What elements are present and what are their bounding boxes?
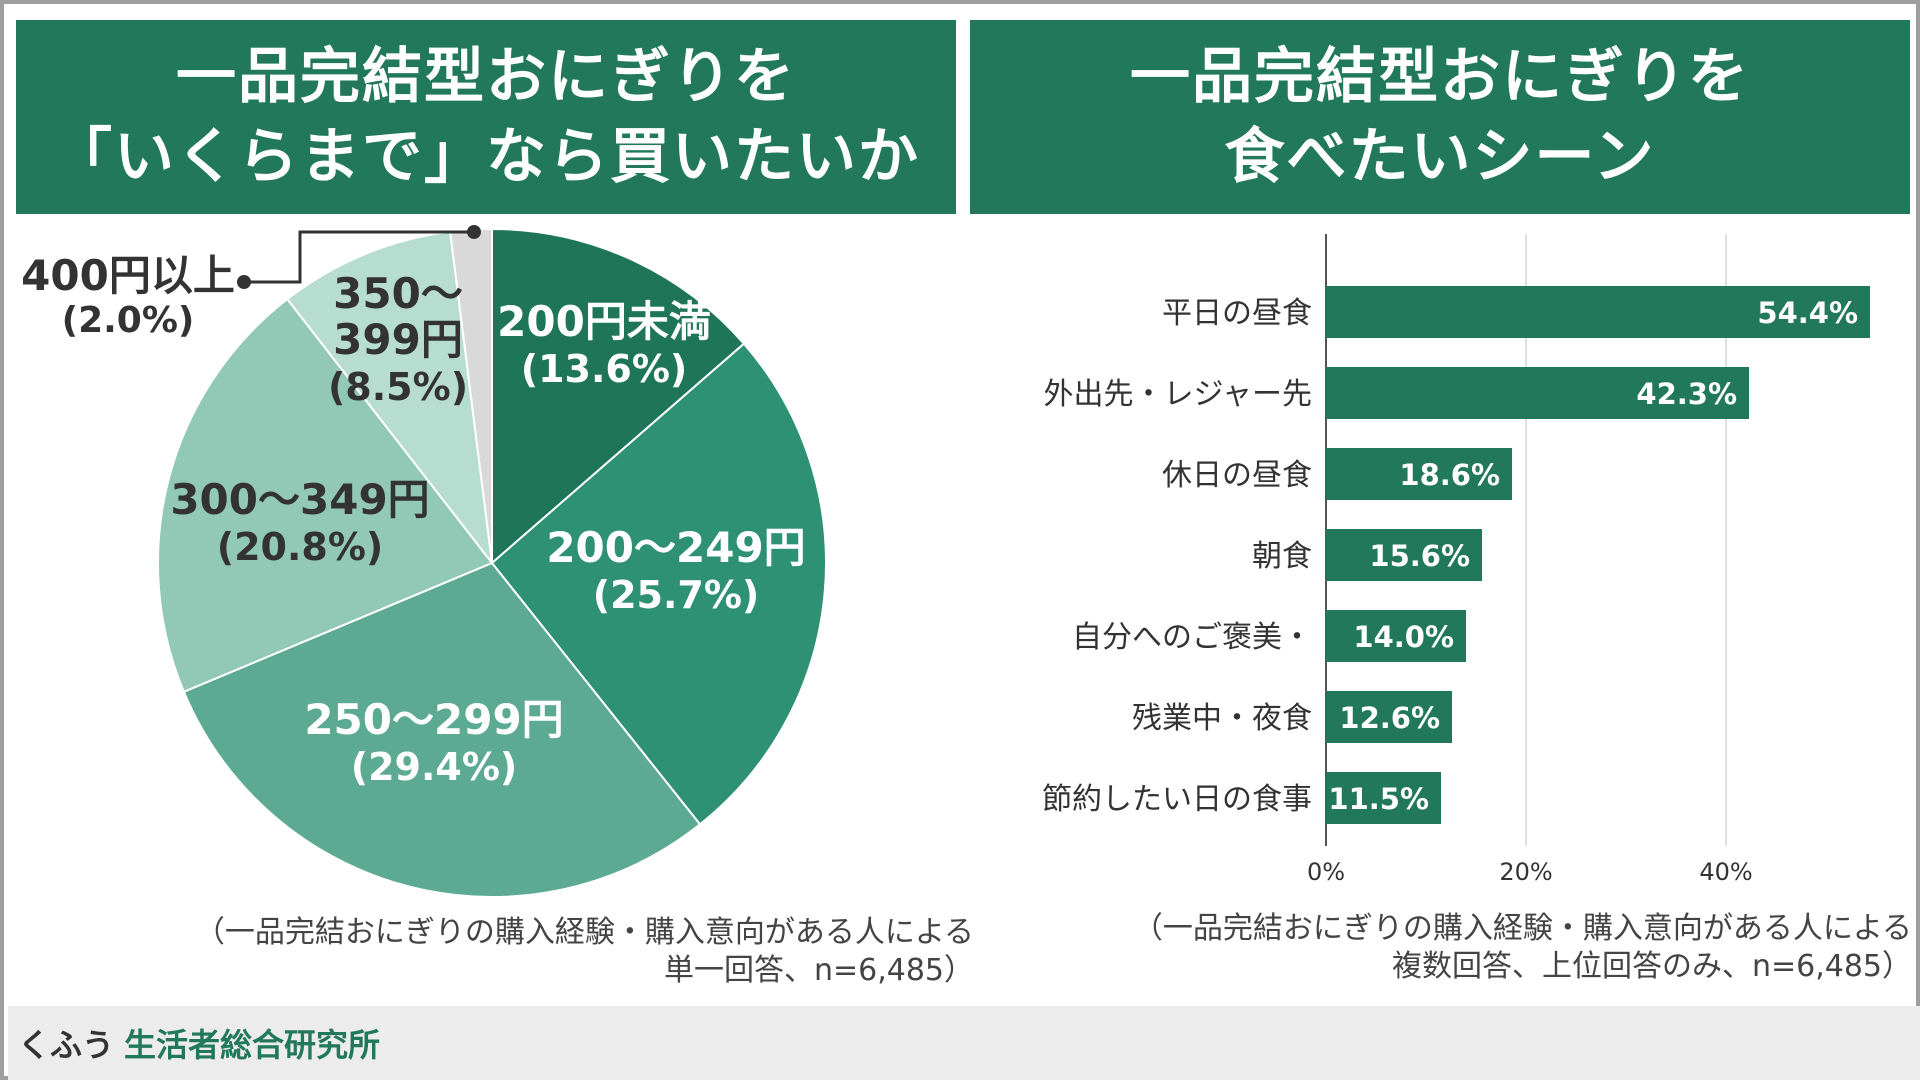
bar-value-label: 18.6% bbox=[1399, 458, 1500, 492]
bar bbox=[1326, 367, 1749, 419]
pie-label: 300〜349円 bbox=[170, 475, 429, 524]
pie-value-label: (20.8%) bbox=[217, 525, 384, 569]
bar-value-label: 12.6% bbox=[1339, 701, 1440, 735]
pie-slice bbox=[491, 227, 746, 566]
category-label: 平日の昼食 bbox=[1162, 296, 1312, 331]
bar-value-label: 54.4% bbox=[1757, 296, 1858, 330]
x-tick-label: 40% bbox=[1699, 858, 1752, 886]
left-note-line2: 単一回答、n=6,485） bbox=[663, 953, 974, 988]
bar-value-label: 11.5% bbox=[1328, 782, 1429, 816]
x-tick-label: 20% bbox=[1499, 858, 1552, 886]
bar bbox=[1326, 286, 1870, 338]
pie-slice bbox=[157, 297, 494, 694]
pie-label: 399円 bbox=[333, 315, 463, 364]
right-title-line2: 食べたいシーン bbox=[1224, 122, 1656, 192]
bar bbox=[1326, 529, 1482, 581]
footer-bar: くふう 生活者総合研究所 bbox=[8, 1006, 1920, 1080]
bar bbox=[1326, 691, 1452, 743]
bar-value-label: 14.0% bbox=[1353, 620, 1454, 654]
pie-value-label: (25.7%) bbox=[593, 573, 760, 617]
pie-label: 400円以上 bbox=[21, 251, 235, 300]
pie-label: 200〜249円 bbox=[546, 523, 805, 572]
brand-name-kufu: くふう bbox=[18, 1026, 115, 1064]
category-label: 外出先・レジャー先 bbox=[1044, 377, 1313, 412]
price-pie-chart: 200円未満(13.6%) 200〜249円(25.7%) 250〜299円(29.… bbox=[21, 225, 827, 898]
pie-slice bbox=[182, 561, 702, 898]
category-label: 残業中・夜食 bbox=[1132, 701, 1312, 736]
left-title-line2: 「いくらまで」なら買いたいか bbox=[52, 122, 920, 192]
left-note-line1: （一品完結おにぎりの購入経験・購入意向がある人による bbox=[194, 915, 974, 950]
x-tick-label: 0% bbox=[1307, 858, 1345, 886]
left-panel-title: 一品完結型おにぎりを 「いくらまで」なら買いたいか bbox=[16, 20, 956, 214]
left-title-line1: 一品完結型おにぎりを bbox=[176, 42, 796, 112]
bar-value-label: 42.3% bbox=[1636, 377, 1737, 411]
scene-bar-chart: 0% 20% 40% 平日の昼食 54.4% 外出先・レジャー先 42.3% 休日の昼食 18.… bbox=[1042, 234, 1870, 886]
pie-label: 200円未満 bbox=[497, 297, 711, 346]
pie-value-label: (2.0%) bbox=[62, 300, 195, 341]
right-note: （一品完結おにぎりの購入経験・購入意向がある人による 複数回答、上位回答のみ、n… bbox=[1072, 910, 1912, 986]
leader-line bbox=[248, 230, 474, 284]
right-note-line1: （一品完結おにぎりの購入経験・購入意向がある人による bbox=[1132, 911, 1912, 946]
bar bbox=[1326, 610, 1466, 662]
pie-value-label: (13.6%) bbox=[521, 347, 688, 391]
pie-value-label: (29.4%) bbox=[351, 745, 518, 789]
pie-label: 350〜 bbox=[333, 269, 463, 318]
category-label: 節約したい日の食事 bbox=[1042, 782, 1312, 817]
left-note: （一品完結おにぎりの購入経験・購入意向がある人による 単一回答、n=6,485） bbox=[144, 914, 974, 990]
brand-name-institute: 生活者総合研究所 bbox=[124, 1026, 381, 1064]
leader-dot bbox=[237, 275, 251, 289]
category-label: 自分へのご褒美・ bbox=[1072, 620, 1312, 655]
pie-label: 250〜299円 bbox=[304, 695, 563, 744]
right-note-line2: 複数回答、上位回答のみ、n=6,485） bbox=[1391, 949, 1912, 984]
bar bbox=[1326, 448, 1512, 500]
bar bbox=[1326, 772, 1441, 824]
right-title-line1: 一品完結型おにぎりを bbox=[1130, 42, 1750, 112]
right-panel-title: 一品完結型おにぎりを 食べたいシーン bbox=[970, 20, 1910, 214]
pie-value-label: (8.5%) bbox=[328, 365, 468, 409]
category-label: 朝食 bbox=[1252, 539, 1312, 574]
pie-slice bbox=[490, 342, 827, 826]
bar-value-label: 15.6% bbox=[1369, 539, 1470, 573]
category-label: 休日の昼食 bbox=[1162, 458, 1312, 493]
